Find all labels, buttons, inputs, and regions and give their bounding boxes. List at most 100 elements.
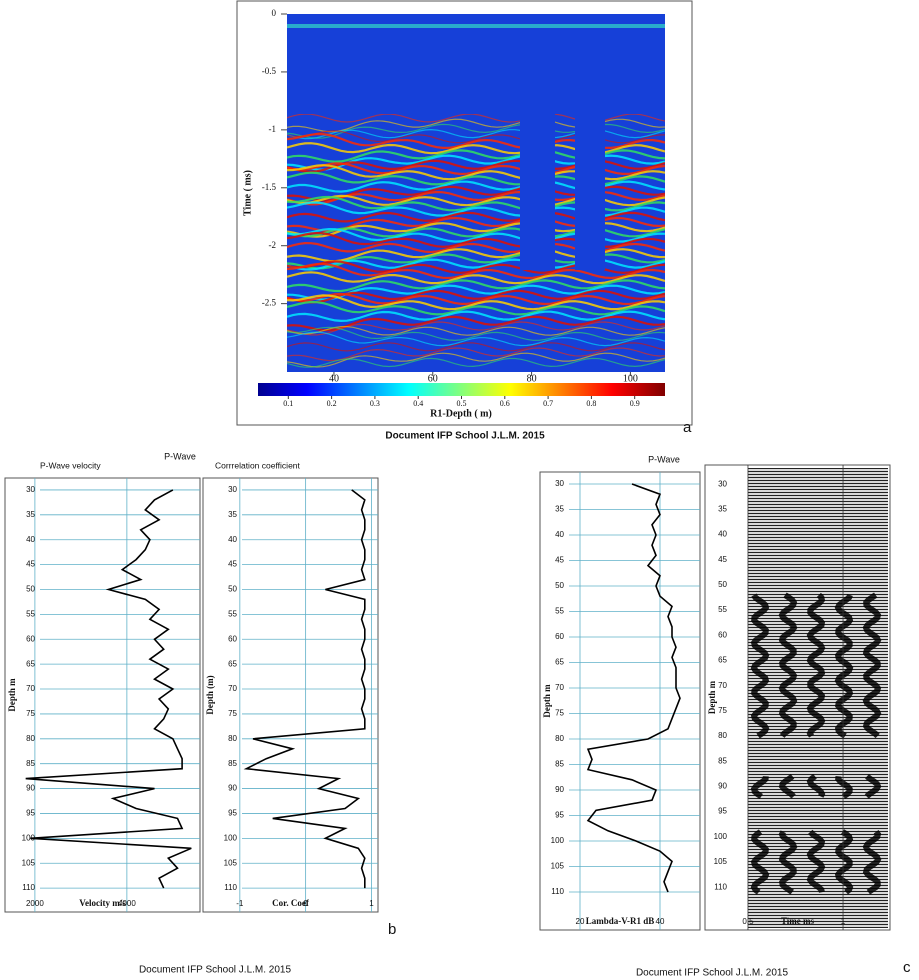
y-tick-label: 60 <box>718 630 727 639</box>
colorbar-tick-label: 0.1 <box>283 399 293 408</box>
y-axis-label: Depth m <box>707 680 717 714</box>
trace-event <box>834 829 854 895</box>
trace-event <box>750 593 770 739</box>
y-tick-label: 100 <box>224 833 238 842</box>
log-curve <box>586 483 681 893</box>
x-tick-label: 0 <box>303 899 308 908</box>
y-tick-label: 0 <box>272 8 277 18</box>
y-tick-label: 85 <box>228 759 237 768</box>
x-axis-label: Cor. Coef <box>272 898 310 908</box>
y-tick-label: -2.5 <box>262 298 277 308</box>
log-title: Corrrelation coefficient <box>215 460 301 470</box>
y-tick-label: 55 <box>718 605 727 614</box>
y-tick-label: 95 <box>555 811 564 820</box>
colorbar-tick-label: 0.8 <box>586 399 596 408</box>
y-tick-label: 95 <box>718 807 727 816</box>
y-tick-label: 110 <box>224 883 237 892</box>
x-tick-label: 2000 <box>26 899 44 908</box>
y-tick-label: -1.5 <box>262 182 277 192</box>
seismic-band <box>287 352 665 368</box>
y-axis-label: Depth m <box>542 684 552 718</box>
y-tick-label: 45 <box>555 556 564 565</box>
seismic-gap <box>575 110 605 270</box>
axes-frame <box>539 471 701 931</box>
y-tick-label: 80 <box>718 731 727 740</box>
seismic-band <box>287 294 665 311</box>
seismic-texture <box>287 14 665 368</box>
x-tick-label: 4000 <box>118 899 136 908</box>
seismic-gap <box>520 110 555 270</box>
y-tick-label: 60 <box>555 632 564 641</box>
x-tick-label: 0.5 <box>742 917 754 926</box>
x-tick-label: 80 <box>527 373 537 384</box>
y-tick-label: 95 <box>228 809 237 818</box>
trace-event <box>806 592 826 738</box>
y-tick-label: 50 <box>718 580 727 589</box>
colorbar <box>258 383 665 396</box>
y-tick-label: 35 <box>26 510 35 519</box>
y-tick-label: 90 <box>555 785 564 794</box>
trace-event <box>778 830 798 895</box>
y-tick-label: 110 <box>714 882 727 891</box>
y-tick-label: -1 <box>269 124 277 134</box>
trace-event <box>806 829 826 893</box>
colorbar-tick-label: 0.9 <box>630 399 640 408</box>
y-tick-label: 105 <box>224 858 238 867</box>
trace-event <box>834 593 854 739</box>
y-tick-label: 30 <box>228 485 237 494</box>
seismic-band <box>287 342 665 352</box>
trace-event <box>750 829 770 895</box>
x-axis-label: Time ms <box>781 916 815 926</box>
y-tick-label: 60 <box>228 634 237 643</box>
axes-frame <box>4 477 201 913</box>
caption: Document IFP School J.L.M. 2015 <box>385 431 545 442</box>
log-curve <box>243 489 366 889</box>
seismic-band <box>287 357 665 368</box>
y-tick-label: 55 <box>555 607 564 616</box>
trace-event <box>862 592 882 739</box>
panel-frame <box>236 0 693 426</box>
y-tick-label: -0.5 <box>262 66 277 76</box>
y-tick-label: 90 <box>718 782 727 791</box>
y-tick-label: 60 <box>26 634 35 643</box>
colorbar-tick-label: 0.3 <box>370 399 380 408</box>
y-tick-label: 100 <box>22 833 36 842</box>
trace-event <box>864 774 882 799</box>
y-tick-label: 85 <box>26 759 35 768</box>
x-tick-label: 100 <box>623 373 638 384</box>
y-tick-label: 40 <box>26 535 35 544</box>
trace-event <box>778 773 796 799</box>
seismic-band <box>287 300 665 316</box>
y-tick-label: 50 <box>228 585 237 594</box>
y-tick-label: 75 <box>228 709 237 718</box>
y-tick-label: 40 <box>718 530 727 539</box>
colorbar-tick-label: 0.5 <box>457 399 467 408</box>
caption: Document IFP School J.L.M. 2015 <box>636 968 789 979</box>
y-tick-label: 65 <box>718 656 727 665</box>
x-tick-label: 40 <box>656 917 665 926</box>
y-tick-label: 100 <box>714 832 728 841</box>
seismic-band <box>287 262 665 280</box>
y-tick-label: 50 <box>555 581 564 590</box>
seismic-band <box>287 331 665 347</box>
trace-event <box>835 775 853 799</box>
caption: Document IFP School J.L.M. 2015 <box>139 965 292 976</box>
seismic-band <box>287 326 665 342</box>
y-tick-label: 35 <box>228 510 237 519</box>
trace-event <box>750 776 769 800</box>
y-tick-label: 55 <box>228 609 237 618</box>
y-tick-label: 80 <box>26 734 35 743</box>
trace-event <box>806 773 826 798</box>
y-tick-label: 35 <box>718 504 727 513</box>
panel-label: c <box>903 959 911 976</box>
x-axis-label: R1-Depth ( m) <box>430 408 492 419</box>
seismic-band <box>287 347 665 362</box>
colorbar-tick-label: 0.7 <box>543 399 553 408</box>
x-axis-label: Velocity m/s <box>79 898 126 908</box>
trace-event <box>862 830 882 895</box>
seismic-band <box>287 321 665 336</box>
y-tick-label: -2 <box>269 240 277 250</box>
seismic-top <box>287 14 665 114</box>
y-tick-label: 65 <box>555 658 564 667</box>
